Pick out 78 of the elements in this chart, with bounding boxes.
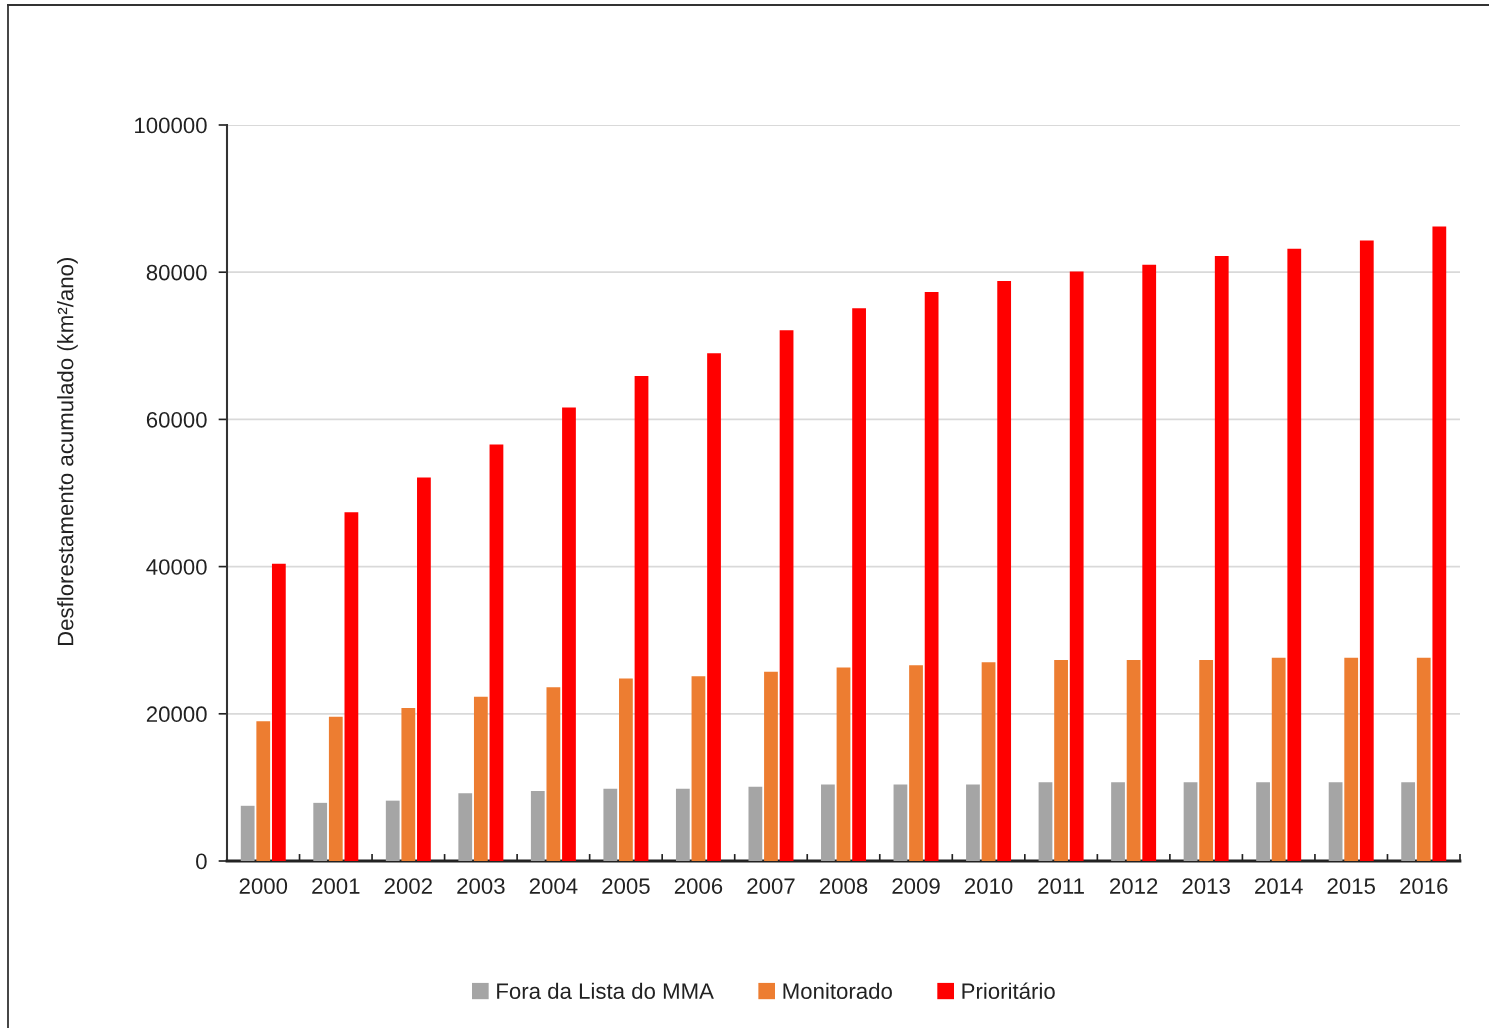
bar — [240, 805, 255, 861]
bar — [691, 676, 706, 861]
x-tick-label: 2000 — [239, 878, 288, 894]
bar — [909, 665, 923, 861]
bar — [1344, 657, 1359, 861]
bar — [634, 375, 649, 861]
y-tick-label: 60000 — [146, 411, 207, 428]
y-tick-label: 40000 — [146, 559, 207, 575]
bar — [981, 662, 996, 861]
bar — [1038, 782, 1053, 861]
x-tick-label: 2005 — [602, 878, 650, 894]
bar — [1328, 782, 1343, 861]
bar — [256, 721, 271, 861]
x-tick-label: 2015 — [1327, 878, 1375, 894]
x-tick-label: 2006 — [674, 878, 723, 894]
bar — [344, 512, 359, 861]
bar — [489, 444, 504, 861]
x-tick-label: 2001 — [312, 878, 360, 894]
bar — [401, 707, 416, 861]
bar — [530, 791, 545, 861]
x-tick-label: 2010 — [964, 878, 1013, 894]
bar — [924, 292, 939, 861]
bar — [821, 784, 835, 861]
bar — [1183, 782, 1198, 861]
x-tick-label: 2002 — [384, 878, 432, 894]
bar — [1432, 226, 1447, 861]
x-tick-label: 2009 — [892, 878, 940, 894]
bar — [893, 784, 908, 861]
x-tick-label: 2012 — [1110, 878, 1158, 894]
bar — [707, 353, 721, 861]
y-tick-label: 100000 — [135, 117, 207, 134]
bar — [1126, 660, 1141, 861]
bar — [1359, 240, 1374, 861]
x-tick-label: 2007 — [747, 878, 795, 894]
bar — [1256, 782, 1270, 861]
x-tick-label: 2008 — [819, 878, 868, 894]
bar — [1142, 264, 1157, 861]
bar — [1271, 657, 1286, 861]
bar — [748, 786, 763, 861]
bar — [1287, 248, 1302, 861]
bar — [1069, 271, 1084, 861]
x-tick-label: 2004 — [529, 878, 578, 894]
x-tick-label: 2016 — [1400, 878, 1448, 894]
bar — [328, 716, 343, 861]
legend-label: Prioritário — [962, 982, 1055, 1000]
bar — [836, 667, 851, 861]
bar — [997, 281, 1012, 861]
bar — [1401, 782, 1416, 861]
x-tick-label: 2011 — [1038, 878, 1084, 894]
bar — [562, 407, 576, 861]
bar — [619, 678, 633, 861]
x-tick-label: 2013 — [1182, 878, 1230, 894]
y-axis-title: Desflorestamento acumulado (km²/ano) — [57, 258, 78, 646]
y-tick-label: 0 — [196, 853, 207, 870]
bar — [779, 330, 794, 861]
bar — [313, 802, 328, 861]
bar — [417, 477, 431, 861]
legend-label: Fora da Lista do MMA — [497, 982, 714, 1000]
x-tick-label: 2003 — [457, 878, 505, 894]
bar — [546, 687, 561, 861]
bar — [458, 793, 473, 861]
bar — [764, 671, 778, 861]
y-tick-label: 80000 — [146, 264, 207, 281]
bar — [473, 696, 488, 861]
x-tick-label: 2014 — [1255, 878, 1303, 894]
legend-label: Monitorado — [783, 982, 892, 1000]
bar — [1214, 256, 1229, 861]
bar — [1054, 660, 1068, 861]
y-tick-label: 20000 — [146, 706, 207, 723]
bar — [675, 788, 690, 861]
bar — [385, 800, 400, 861]
bar — [271, 563, 286, 861]
bar — [1416, 657, 1431, 861]
bar — [1111, 782, 1125, 861]
bar — [1199, 660, 1214, 861]
bar — [603, 788, 618, 861]
bar — [852, 308, 866, 861]
bar — [966, 784, 980, 861]
